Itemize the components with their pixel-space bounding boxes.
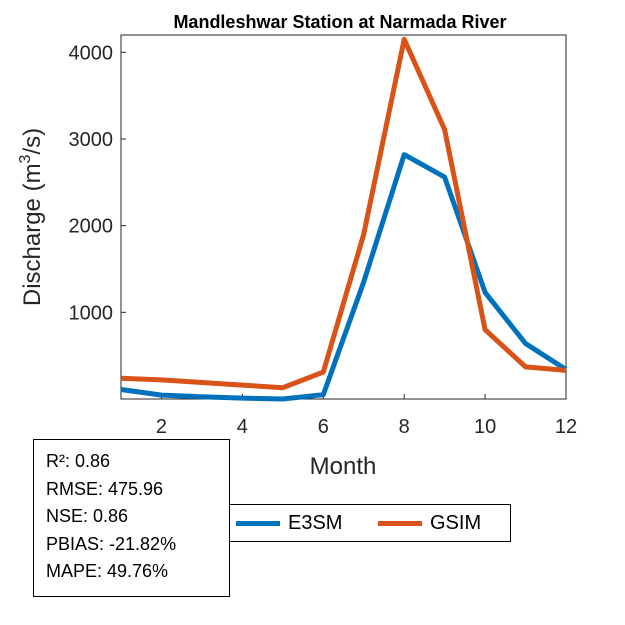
legend-swatch-gsim <box>378 520 422 526</box>
y-tick-label: 4000 <box>69 42 114 64</box>
y-axis-label-main: Discharge (m <box>19 163 46 306</box>
x-tick-label: 6 <box>318 416 329 438</box>
y-axis-label-sup: 3 <box>17 154 34 163</box>
stat-pbias: PBIAS: -21.82% <box>46 533 177 554</box>
x-axis-label: Month <box>310 453 377 480</box>
y-axis-label: Discharge (m3/s) <box>17 128 46 306</box>
series-line-e3sm <box>120 152 568 402</box>
legend-label-e3sm: E3SM <box>288 511 343 534</box>
stats-box: R²: 0.86 RMSE: 475.96 NSE: 0.86 PBIAS: -… <box>33 439 230 597</box>
y-tick-label: 3000 <box>69 129 114 151</box>
chart-title: Mandleshwar Station at Narmada River <box>173 12 506 32</box>
y-tick-label: 1000 <box>69 302 114 324</box>
stat-mape: MAPE: 49.76% <box>46 561 169 581</box>
x-tick-label: 10 <box>474 416 496 438</box>
legend: E3SM GSIM <box>230 504 511 542</box>
stat-r2: R²: 0.86 <box>46 451 111 471</box>
legend-item-gsim: GSIM <box>378 505 481 541</box>
y-axis: 1000 2000 3000 4000 <box>69 42 126 324</box>
series-lines <box>120 36 568 402</box>
legend-item-e3sm: E3SM <box>236 505 342 541</box>
x-tick-label: 4 <box>237 416 248 438</box>
plot-area <box>120 34 567 400</box>
x-tick-label: 12 <box>555 416 577 438</box>
x-axis: 2 4 6 8 10 12 <box>156 394 577 438</box>
series-line-gsim <box>120 36 567 391</box>
x-tick-label: 2 <box>156 416 167 438</box>
y-axis-label-end: /s) <box>19 128 46 155</box>
legend-swatch-e3sm <box>236 520 280 526</box>
x-tick-label: 8 <box>399 416 410 438</box>
y-tick-label: 2000 <box>69 216 114 238</box>
legend-label-gsim: GSIM <box>430 511 482 534</box>
stat-nse: NSE: 0.86 <box>46 506 129 526</box>
stat-rmse: RMSE: 475.96 <box>46 478 164 499</box>
